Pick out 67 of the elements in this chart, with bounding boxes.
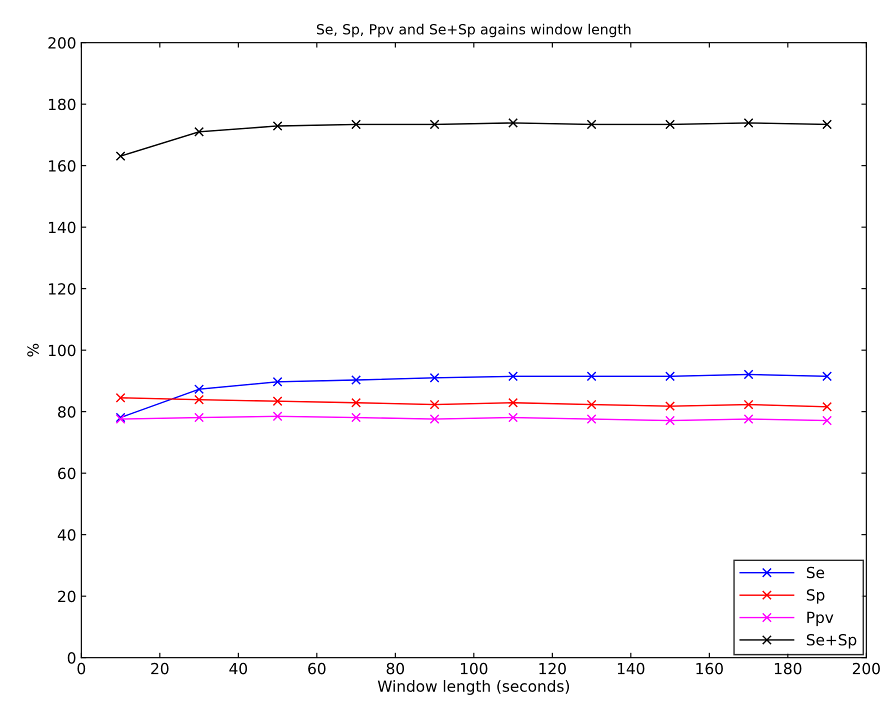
point [822, 402, 832, 412]
point [744, 370, 754, 380]
x-tick-label: 120 [539, 662, 566, 674]
point [586, 120, 596, 130]
chart-title: Se, Sp, Ppv and Se+Sp agains window length [316, 24, 630, 38]
point [744, 118, 754, 128]
legend-label: Se [806, 566, 824, 578]
point [272, 396, 282, 406]
x-tick-label: 160 [696, 662, 723, 674]
y-tick-label: 80 [58, 406, 76, 418]
point [351, 120, 361, 130]
point [744, 400, 754, 410]
y-tick-label: 120 [48, 283, 76, 295]
y-tick-label: 20 [58, 590, 76, 602]
point [430, 414, 440, 424]
point [508, 412, 518, 422]
point [116, 151, 126, 161]
x-tick-label: 200 [852, 662, 880, 674]
x-axis-title: Window length (seconds) [378, 680, 570, 695]
y-tick-label: 40 [58, 529, 76, 541]
point [272, 121, 282, 131]
point [194, 384, 204, 394]
point [194, 412, 204, 422]
point [272, 376, 282, 387]
point [822, 416, 832, 426]
x-tick-label: 20 [151, 662, 169, 674]
x-tick-label: 0 [77, 662, 86, 674]
x-tick-label: 100 [460, 662, 488, 674]
legend-label: Se+Sp [806, 634, 856, 649]
x-tick-label: 40 [229, 662, 248, 674]
point [430, 120, 440, 130]
point [351, 398, 361, 408]
point [351, 412, 361, 422]
point [665, 371, 675, 382]
point [586, 400, 596, 410]
point [508, 398, 518, 408]
x-tick-label: 180 [774, 662, 802, 674]
point [822, 120, 832, 130]
x-tick-label: 60 [308, 662, 326, 674]
point [272, 411, 282, 422]
y-tick-label: 180 [48, 98, 76, 110]
point [822, 371, 832, 382]
point [430, 400, 440, 410]
point [508, 118, 518, 128]
point [116, 392, 126, 403]
y-tick-label: 0 [68, 652, 76, 664]
point [665, 120, 675, 130]
point [744, 414, 754, 424]
point [665, 401, 675, 411]
point [351, 375, 361, 385]
point [430, 372, 440, 383]
x-tick-label: 80 [386, 662, 404, 674]
legend-label: Ppv [807, 612, 834, 626]
point [508, 371, 518, 382]
point [665, 416, 675, 426]
x-tick-label: 140 [618, 662, 644, 674]
y-tick-label: 140 [48, 222, 76, 234]
y-tick-label: 100 [48, 344, 76, 356]
point [194, 394, 204, 405]
legend-label: Sp [806, 589, 824, 604]
point [194, 126, 204, 137]
y-axis-title: % [27, 344, 39, 357]
y-tick-label: 160 [48, 160, 76, 172]
point [586, 414, 596, 424]
point [586, 371, 596, 382]
y-tick-label: 200 [48, 37, 76, 49]
y-tick-label: 60 [58, 468, 76, 480]
